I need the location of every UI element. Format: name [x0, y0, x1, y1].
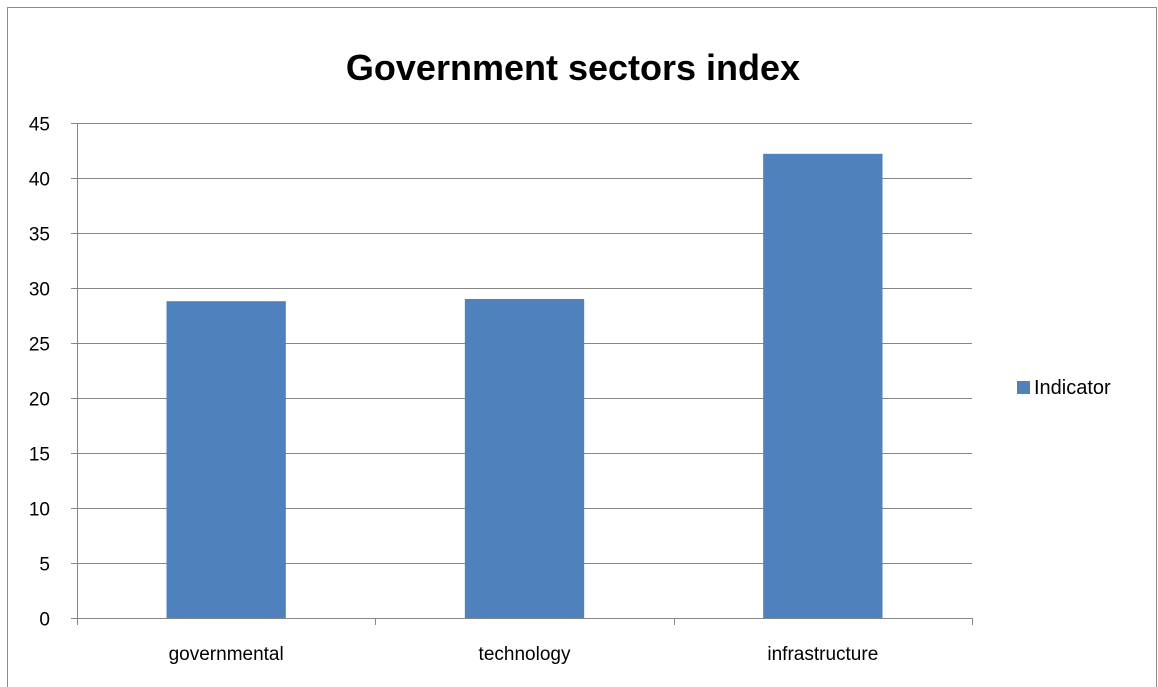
y-tick-label-35: 35	[29, 225, 50, 246]
bar-technology	[464, 299, 585, 618]
bar-infrastructure	[763, 153, 883, 619]
x-axis-tick-labels: governmental technology infrastructure	[169, 644, 879, 665]
y-tick-label-25: 25	[29, 335, 50, 356]
legend-label: Indicator	[1034, 377, 1111, 399]
x-tick-label-governmental: governmental	[169, 644, 284, 665]
axes	[71, 123, 973, 625]
y-tick-label-20: 20	[29, 390, 50, 411]
y-axis-tick-labels: 0 5 10 15 20 25 30 35 40 45	[29, 115, 50, 631]
x-tick-label-infrastructure: infrastructure	[767, 644, 878, 665]
y-tick-label-30: 30	[29, 280, 50, 301]
legend-swatch	[1017, 381, 1030, 394]
y-tick-label-15: 15	[29, 445, 50, 466]
y-tick-label-45: 45	[29, 115, 50, 136]
y-tick-label-5: 5	[39, 555, 50, 576]
bars	[166, 153, 883, 619]
chart-title: Government sectors index	[346, 47, 800, 88]
y-tick-label-40: 40	[29, 170, 50, 191]
y-tick-label-10: 10	[29, 500, 50, 521]
x-tick-label-technology: technology	[479, 644, 571, 665]
legend: Indicator	[1017, 377, 1111, 399]
y-tick-label-0: 0	[39, 610, 50, 631]
bar-governmental	[166, 301, 286, 618]
